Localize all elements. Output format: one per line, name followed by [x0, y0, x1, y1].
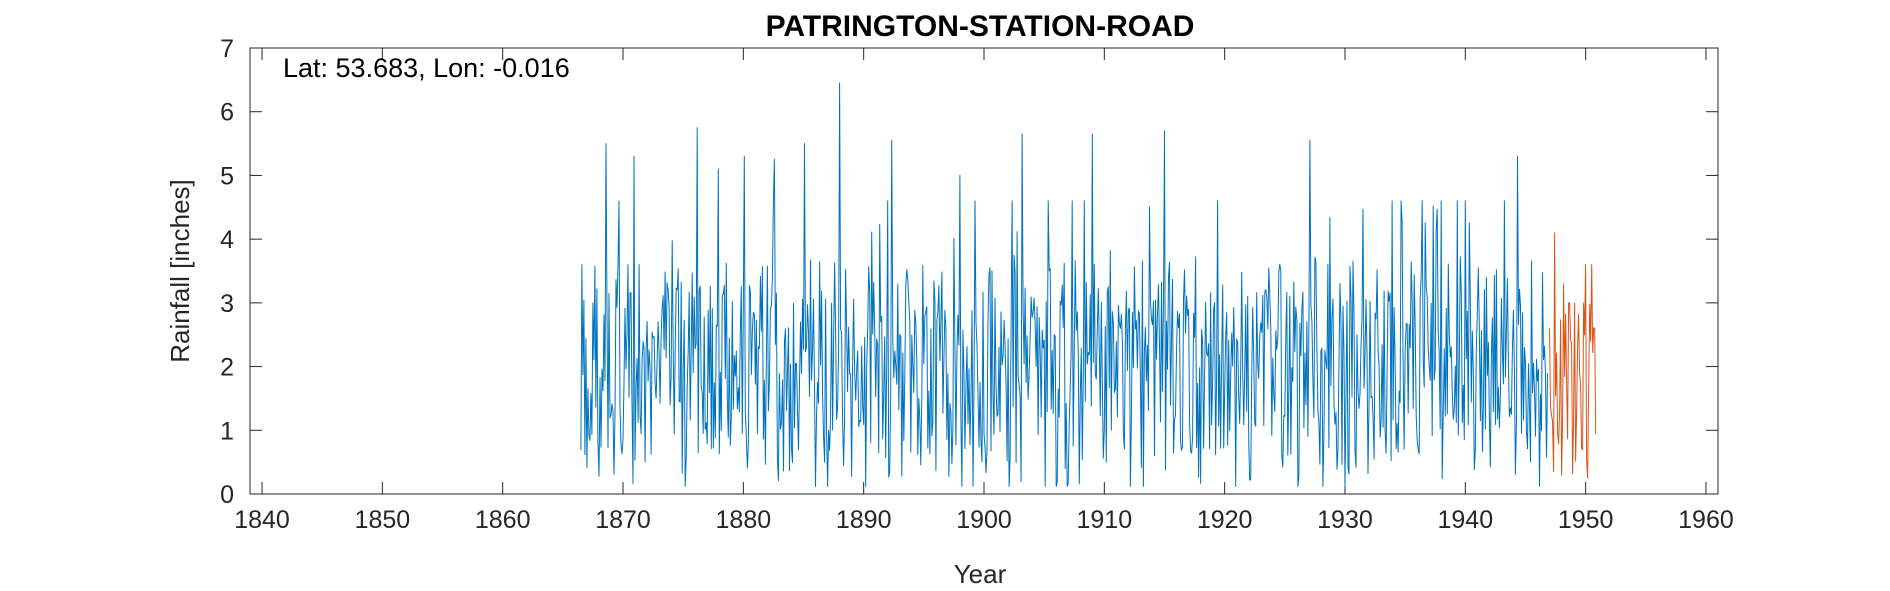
y-tick-label: 6: [220, 99, 234, 127]
x-tick-label: 1930: [1317, 506, 1373, 534]
y-tick-label: 4: [220, 226, 234, 254]
x-tick-label: 1840: [234, 506, 290, 534]
chart-title: PATRINGTON-STATION-ROAD: [766, 10, 1195, 43]
series-line-0: [580, 82, 1548, 487]
x-tick-label: 1940: [1437, 506, 1493, 534]
y-tick-label: 7: [220, 35, 234, 63]
x-tick-label: 1870: [595, 506, 651, 534]
y-tick-label: 5: [220, 162, 234, 190]
x-tick-label: 1960: [1678, 506, 1734, 534]
x-tick-label: 1910: [1077, 506, 1133, 534]
x-tick-label: 1950: [1558, 506, 1614, 534]
series-line-1: [1549, 232, 1597, 479]
x-tick-label: 1850: [355, 506, 411, 534]
y-tick-label: 2: [220, 354, 234, 382]
y-tick-label: 1: [220, 417, 234, 445]
y-tick-label: 3: [220, 290, 234, 318]
x-tick-label: 1880: [716, 506, 772, 534]
location-annotation: Lat: 53.683, Lon: -0.016: [283, 53, 570, 83]
x-axis-label: Year: [954, 559, 1007, 589]
x-tick-label: 1920: [1197, 506, 1253, 534]
series-lines: [580, 82, 1597, 487]
y-axis-ticks: 0 1 2 3 4 5 6 7: [220, 35, 1718, 509]
x-tick-label: 1860: [475, 506, 531, 534]
x-tick-label: 1900: [956, 506, 1012, 534]
x-axis-ticks: 1840 1850 1860 1870 1880 1890 1900 1910 1920 1930…: [234, 48, 1734, 534]
y-tick-label: 0: [220, 481, 234, 509]
x-tick-label: 1890: [836, 506, 892, 534]
y-axis-label: Rainfall [inches]: [165, 179, 195, 363]
